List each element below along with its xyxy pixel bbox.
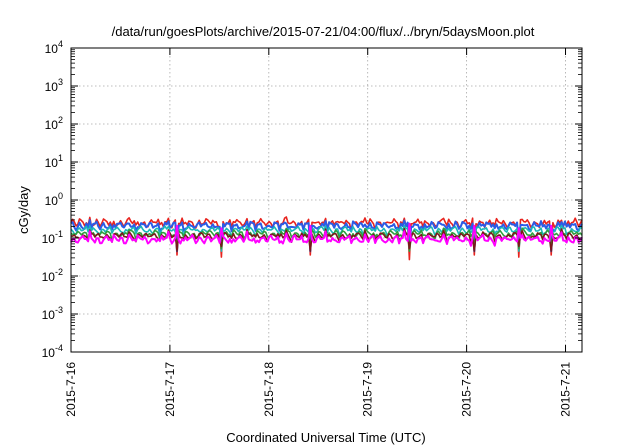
x-tick-label: 2015-7-20	[460, 362, 474, 417]
x-tick-label: 2015-7-19	[361, 362, 375, 417]
y-tick-label: 100	[45, 191, 63, 208]
y-tick-label: 10-4	[42, 343, 63, 360]
series-line-6	[70, 222, 583, 247]
y-tick-label: 10-2	[42, 267, 63, 284]
x-tick-label: 2015-7-16	[64, 362, 78, 417]
series-line-2	[70, 219, 583, 253]
y-axis-label: cGy/day	[16, 186, 31, 234]
y-tick-label: 102	[45, 115, 63, 132]
x-tick-label: 2015-7-21	[559, 362, 573, 417]
chart-title: /data/run/goesPlots/archive/2015-07-21/0…	[112, 24, 535, 39]
y-axis: 10-4 10-3 10-2 10-1 100 101 102 103 104	[42, 39, 582, 360]
x-axis-label: Coordinated Universal Time (UTC)	[226, 430, 425, 445]
y-tick-label: 10-1	[42, 229, 63, 246]
series-group	[70, 216, 583, 261]
y-tick-label: 104	[45, 39, 63, 56]
y-tick-label: 10-3	[42, 305, 63, 322]
y-tick-label: 101	[45, 153, 63, 170]
x-tick-label: 2015-7-18	[262, 362, 276, 417]
x-axis: 2015-7-16 2015-7-17 2015-7-18 2015-7-19 2015…	[64, 48, 573, 417]
y-tick-label: 103	[45, 77, 63, 94]
series-line-3	[70, 224, 583, 252]
grid	[70, 47, 582, 353]
x-tick-label: 2015-7-17	[163, 362, 177, 417]
